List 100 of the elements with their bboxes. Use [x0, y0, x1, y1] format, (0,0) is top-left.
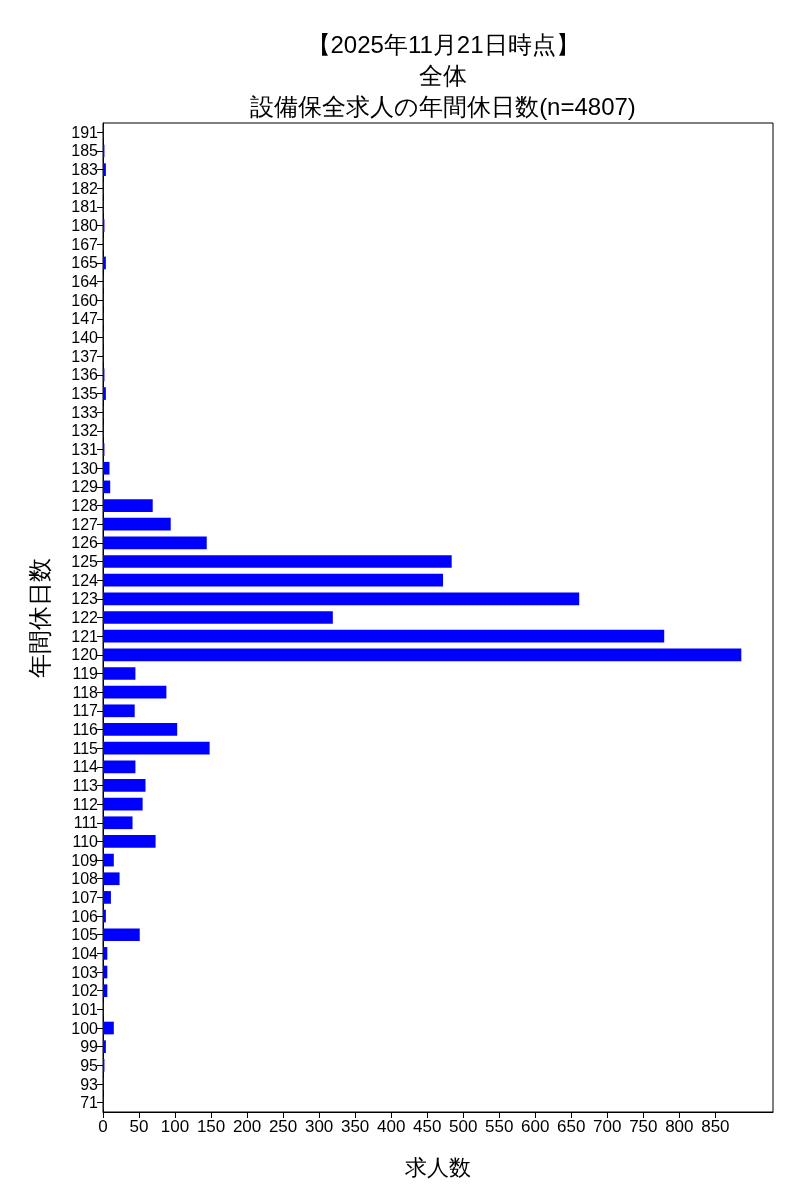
bar	[103, 387, 106, 400]
y-tick-label: 181	[71, 198, 99, 216]
x-tick-label: 750	[629, 1117, 658, 1136]
y-tick-label: 136	[71, 366, 99, 384]
y-tick-label: 113	[72, 776, 99, 794]
x-tick-label: 350	[340, 1117, 370, 1136]
bar	[103, 704, 135, 718]
x-tick-label: 100	[160, 1117, 190, 1136]
bar	[103, 573, 444, 587]
y-tick-label: 182	[71, 179, 99, 197]
y-tick-label: 120	[71, 646, 99, 664]
x-tick-label: 300	[304, 1117, 334, 1136]
x-tick-label: 450	[413, 1117, 442, 1136]
y-tick-label: 116	[72, 720, 99, 738]
bar	[103, 480, 111, 494]
y-tick-label: 71	[80, 1094, 99, 1112]
y-tick-label: 114	[72, 758, 99, 776]
y-tick-label: 112	[72, 795, 99, 813]
x-axis-title: 求人数	[405, 1154, 471, 1180]
y-tick-label: 93	[80, 1075, 99, 1093]
y-tick-label: 129	[71, 478, 99, 496]
y-tick-label: 118	[72, 683, 99, 701]
y-tick-label: 180	[71, 217, 99, 235]
x-tick-label: 800	[665, 1117, 694, 1136]
bar	[103, 797, 143, 811]
x-tick-label: 850	[701, 1117, 730, 1136]
y-tick-label: 103	[71, 963, 99, 981]
y-tick-label: 137	[71, 347, 99, 365]
y-tick-label: 130	[71, 459, 99, 477]
bar	[103, 853, 114, 867]
y-tick-label: 167	[71, 235, 99, 253]
bar	[103, 816, 133, 830]
y-tick-label: 165	[71, 254, 99, 272]
y-tick-label: 125	[71, 553, 99, 571]
x-tick-label: 200	[232, 1117, 262, 1136]
x-tick-label: 650	[557, 1117, 586, 1136]
y-tick-label: 133	[71, 403, 99, 421]
y-tick-label: 127	[71, 515, 99, 533]
y-tick-label: 117	[72, 702, 99, 720]
chart-subtitle: 全体	[419, 61, 467, 89]
text: 【2025年11月21日時点】	[306, 30, 580, 58]
x-tick-label: 500	[449, 1117, 478, 1136]
y-tick-label: 100	[71, 1019, 99, 1037]
y-tick-label: 101	[71, 1000, 99, 1018]
x-tick-label: 400	[376, 1117, 406, 1136]
y-tick-label: 115	[72, 739, 99, 757]
bar	[103, 499, 153, 512]
bar	[103, 723, 178, 736]
y-tick-label: 135	[71, 385, 99, 403]
bar	[103, 1040, 106, 1054]
y-tick-label: 185	[71, 142, 99, 160]
bar	[103, 648, 742, 662]
chart-title: 設備保全求人の年間休日数(n=4807)	[250, 92, 636, 120]
bar	[103, 947, 108, 960]
bar	[103, 1021, 114, 1035]
y-tick-label: 183	[71, 161, 99, 179]
y-tick-label: 119	[72, 664, 99, 682]
x-tick-label: 600	[521, 1117, 550, 1136]
y-tick-label: 102	[71, 982, 99, 1000]
bar	[103, 760, 136, 774]
y-tick-label: 107	[71, 888, 99, 906]
bar	[103, 163, 106, 176]
bar	[103, 256, 106, 270]
bar	[103, 667, 136, 680]
y-tick-label: 104	[71, 944, 99, 962]
x-tick-label: 50	[129, 1117, 149, 1136]
bar	[103, 536, 207, 550]
y-tick-label: 191	[71, 123, 99, 141]
y-tick-label: 121	[71, 627, 99, 645]
y-tick-label: 105	[71, 926, 99, 944]
x-tick-label: 250	[268, 1117, 298, 1136]
bar	[103, 891, 111, 904]
bar	[103, 629, 665, 643]
y-tick-label: 131	[71, 441, 99, 459]
y-tick-label: 110	[72, 832, 99, 850]
bar	[103, 517, 171, 531]
y-axis-title: 年間休日数	[25, 557, 53, 678]
x-tick-label: 550	[485, 1117, 514, 1136]
bar	[103, 611, 333, 624]
bar	[103, 779, 146, 792]
bar	[103, 928, 140, 942]
y-tick-label: 140	[71, 329, 99, 347]
y-tick-label: 95	[80, 1056, 99, 1074]
x-tick-label: 700	[593, 1117, 622, 1136]
y-tick-label: 108	[71, 870, 99, 888]
y-tick-label: 160	[71, 291, 99, 309]
x-tick-label: 0	[98, 1117, 108, 1136]
y-tick-label: 147	[71, 310, 99, 328]
bar	[103, 685, 167, 699]
y-tick-label: 123	[71, 590, 99, 608]
y-tick-label: 126	[71, 534, 99, 552]
y-tick-label: 106	[71, 907, 99, 925]
bar	[103, 835, 156, 848]
bar	[103, 555, 452, 568]
y-tick-label: 111	[73, 814, 99, 832]
bar	[103, 741, 210, 755]
bar	[103, 592, 580, 606]
bar	[103, 984, 108, 998]
y-tick-label: 122	[71, 609, 99, 626]
bar	[103, 872, 120, 886]
